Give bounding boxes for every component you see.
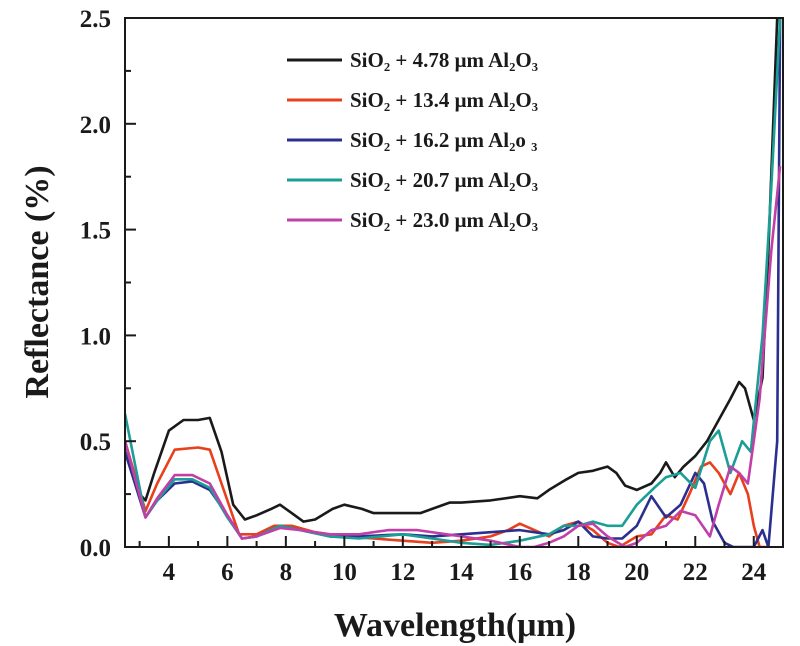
y-tick-label: 1.0 xyxy=(80,323,111,350)
y-tick-label: 0.5 xyxy=(80,429,111,456)
y-tick-label: 2.0 xyxy=(80,112,111,139)
series-line-5 xyxy=(125,165,782,547)
x-tick-label: 8 xyxy=(280,559,293,586)
legend-label: SiO₂ + 23.0 μm Al₂O₃ xyxy=(350,208,538,232)
x-tick-label: 16 xyxy=(507,559,532,586)
ticks-layer: 4 6 8 10 12 14 16 18 20 22 24 0.0 0.5 1.0 1.5 2.0 2.5 xyxy=(80,6,784,586)
legend-label: SiO₂ + 20.7 μm Al₂O₃ xyxy=(350,168,538,192)
y-tick-label: 1.5 xyxy=(80,218,111,245)
series-layer xyxy=(125,18,782,547)
x-tick-label: 18 xyxy=(566,559,591,586)
legend-label: SiO₂ + 16.2 μm Al₂o ₃ xyxy=(350,128,537,152)
x-tick-label: 10 xyxy=(332,559,357,586)
x-tick-label: 14 xyxy=(449,559,475,586)
y-axis-title: Reflectance (%) xyxy=(19,165,56,398)
x-tick-label: 12 xyxy=(390,559,415,586)
x-tick-label: 6 xyxy=(221,559,234,586)
x-tick-label: 22 xyxy=(683,559,708,586)
y-tick-label: 2.5 xyxy=(80,6,111,33)
x-tick-label: 4 xyxy=(163,559,176,586)
x-tick-label: 24 xyxy=(741,559,767,586)
y-tick-label: 0.0 xyxy=(80,535,111,562)
legend-label: SiO₂ + 4.78 μm Al₂O₃ xyxy=(350,48,538,72)
legend: SiO₂ + 4.78 μm Al₂O₃ SiO₂ + 13.4 μm Al₂O₃… xyxy=(287,48,538,232)
x-tick-label: 20 xyxy=(624,559,649,586)
series-line-2 xyxy=(125,440,769,547)
x-axis-title: Wavelength(μm) xyxy=(334,607,576,644)
series-line-1 xyxy=(125,18,779,523)
legend-label: SiO₂ + 13.4 μm Al₂O₃ xyxy=(350,88,538,112)
